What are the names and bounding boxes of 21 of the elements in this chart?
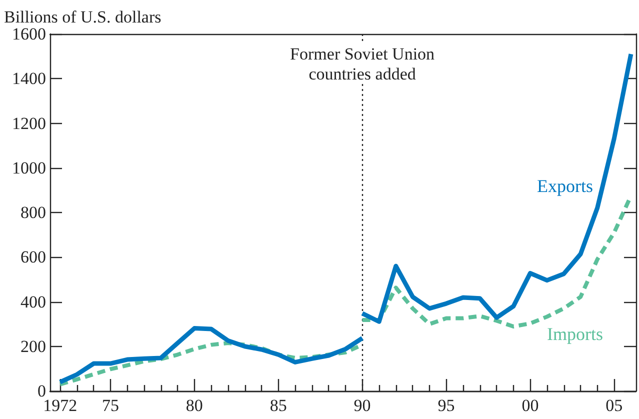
x-tick-label: 00 (522, 396, 539, 415)
x-tick-label: 75 (102, 396, 119, 415)
y-tick-label: 800 (20, 203, 46, 222)
series-label: Imports (546, 324, 603, 344)
y-tick-label: 1600 (12, 24, 46, 44)
y-axis-title: Billions of U.S. dollars (4, 8, 162, 27)
y-tick-label: 0 (38, 382, 46, 400)
x-tick-label: 1972 (43, 396, 78, 415)
y-tick-label: 600 (20, 248, 46, 267)
y-tick-label: 1000 (12, 158, 46, 178)
y-tick-label: 200 (20, 336, 46, 356)
y-tick-label: 1200 (12, 114, 46, 133)
x-tick-label: 85 (270, 396, 287, 415)
series-label: Exports (536, 176, 593, 196)
x-tick-label: 05 (606, 396, 623, 415)
x-tick-label: 95 (438, 396, 455, 415)
x-tick-label: 90 (354, 396, 371, 415)
y-tick-label: 1400 (12, 69, 46, 88)
ref-line-label: Former Soviet Union countries added (290, 44, 436, 84)
y-tick-label: 400 (20, 292, 46, 312)
x-tick-label: 80 (186, 396, 203, 415)
